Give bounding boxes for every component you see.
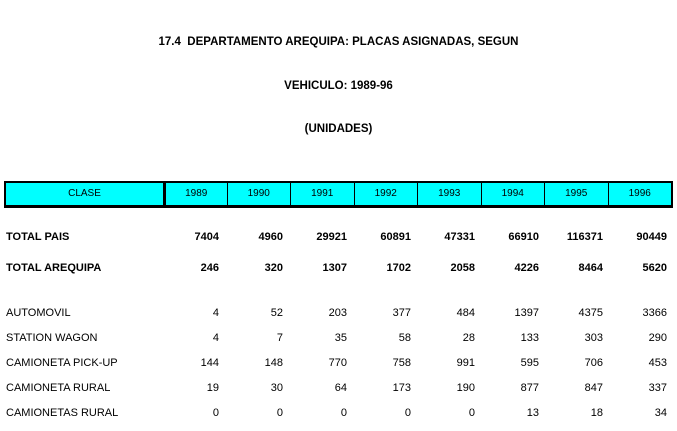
cell-value: 18 xyxy=(590,407,603,419)
cell-value: 1307 xyxy=(322,262,347,274)
cell-value: 4226 xyxy=(514,262,539,274)
cell-value: 337 xyxy=(648,382,667,394)
cell-value: 377 xyxy=(392,307,411,319)
header-cell-1995: 1995 xyxy=(544,182,608,205)
cell-value: 847 xyxy=(584,382,603,394)
row-label: TOTAL PAIS xyxy=(6,231,70,243)
cell-value: 190 xyxy=(456,382,475,394)
title-line-2: VEHICULO: 1989-96 xyxy=(284,79,393,92)
header-cell-1990: 1990 xyxy=(226,182,291,205)
row-label: CAMIONETA PICK-UP xyxy=(6,357,118,369)
cell-value: 453 xyxy=(648,357,667,369)
cell-value: 0 xyxy=(404,407,411,419)
header-cell-1989: 1989 xyxy=(163,182,227,205)
cell-value: 4 xyxy=(212,332,219,344)
row-label: AUTOMOVIL xyxy=(6,307,71,319)
table-row: TOTAL AREQUIPA 246 320 1307 1702 2058 4226 8464… xyxy=(4,253,673,284)
cell-value: 8464 xyxy=(578,262,603,274)
cell-value: 706 xyxy=(584,357,603,369)
header-cell-1993: 1993 xyxy=(417,182,481,205)
row-label: CAMIONETAS RURAL xyxy=(6,407,119,419)
table-row: CAMIONETAS PANEL7782931424559197 xyxy=(4,426,673,431)
cell-value: 90449 xyxy=(636,231,667,243)
cell-value: 148 xyxy=(264,357,283,369)
cell-value: 1397 xyxy=(514,307,539,319)
cell-value: 52 xyxy=(270,307,283,319)
cell-value: 4 xyxy=(212,307,219,319)
cell-value: 0 xyxy=(468,407,475,419)
cell-value: 246 xyxy=(200,262,219,274)
cell-value: 58 xyxy=(398,332,411,344)
table-row: TOTAL PAIS 7404 4960 29921 60891 47331 66910 11… xyxy=(4,222,673,253)
row-label: CAMIONETA RURAL xyxy=(6,382,111,394)
cell-value: 29921 xyxy=(316,231,347,243)
title-line-3: (UNIDADES) xyxy=(304,123,373,135)
table-row: STATION WAGON 4 7 35 58 28 133 303 290 xyxy=(4,326,673,351)
table-row: CAMIONETA PICK-UP 144 148 770 758 991 595 706 45… xyxy=(4,351,673,376)
cell-value: 64 xyxy=(334,382,347,394)
cell-value: 19 xyxy=(206,382,219,394)
title-line-1: 17.4 DEPARTAMENTO AREQUIPA: PLACAS ASIGN… xyxy=(158,36,519,48)
cell-value: 35 xyxy=(334,332,347,344)
cell-value: 28 xyxy=(462,332,475,344)
cell-value: 0 xyxy=(212,407,219,419)
header-cell-clase: CLASE xyxy=(68,188,101,199)
cell-value: 770 xyxy=(328,357,347,369)
cell-value: 991 xyxy=(456,357,475,369)
cell-value: 0 xyxy=(340,407,347,419)
cell-value: 203 xyxy=(328,307,347,319)
table-row: AUTOMOVIL 4 52 203 377 484 1397 4375 3366 xyxy=(4,301,673,326)
cell-value: 484 xyxy=(456,307,475,319)
table-row: CAMIONETA RURAL 19 30 64 173 190 877 847 337 xyxy=(4,376,673,401)
cell-value: 66910 xyxy=(508,231,539,243)
cell-value: 758 xyxy=(392,357,411,369)
header-cell-1992: 1992 xyxy=(353,182,418,205)
cell-value: 0 xyxy=(276,407,283,419)
table-header-row: CLASE 1989 1990 1991 1992 1993 1994 1995… xyxy=(4,180,673,208)
cell-value: 1702 xyxy=(386,262,411,274)
cell-value: 595 xyxy=(520,357,539,369)
header-cell-1996: 1996 xyxy=(607,182,672,205)
page-title: 17.4 DEPARTAMENTO AREQUIPA: PLACAS ASIGN… xyxy=(0,6,677,166)
cell-value: 13 xyxy=(526,407,539,419)
cell-value: 30 xyxy=(270,382,283,394)
table-row: CAMIONETAS RURAL 0 0 0 0 0 13 18 34 xyxy=(4,401,673,426)
row-label: STATION WAGON xyxy=(6,332,98,344)
cell-value: 5620 xyxy=(642,262,667,274)
cell-value: 116371 xyxy=(566,231,603,243)
cell-value: 7404 xyxy=(194,231,219,243)
cell-value: 47331 xyxy=(444,231,475,243)
cell-value: 4375 xyxy=(578,307,603,319)
cell-value: 2058 xyxy=(450,262,475,274)
cell-value: 173 xyxy=(392,382,411,394)
cell-value: 290 xyxy=(648,332,667,344)
row-label: TOTAL AREQUIPA xyxy=(6,262,102,274)
header-cell-1994: 1994 xyxy=(480,182,545,205)
cell-value: 60891 xyxy=(380,231,411,243)
cell-value: 34 xyxy=(654,407,667,419)
cell-value: 303 xyxy=(584,332,603,344)
cell-value: 144 xyxy=(200,357,219,369)
cell-value: 7 xyxy=(276,332,283,344)
header-cell-1991: 1991 xyxy=(290,182,354,205)
cell-value: 877 xyxy=(520,382,539,394)
placas-table: CLASE 1989 1990 1991 1992 1993 1994 1995… xyxy=(4,180,673,431)
cell-value: 133 xyxy=(520,332,539,344)
cell-value: 320 xyxy=(264,262,283,274)
cell-value: 3366 xyxy=(642,307,667,319)
report-page: 17.4 DEPARTAMENTO AREQUIPA: PLACAS ASIGN… xyxy=(0,6,677,431)
cell-value: 4960 xyxy=(258,231,283,243)
table-body: TOTAL PAIS 7404 4960 29921 60891 47331 66910 11… xyxy=(4,222,673,431)
